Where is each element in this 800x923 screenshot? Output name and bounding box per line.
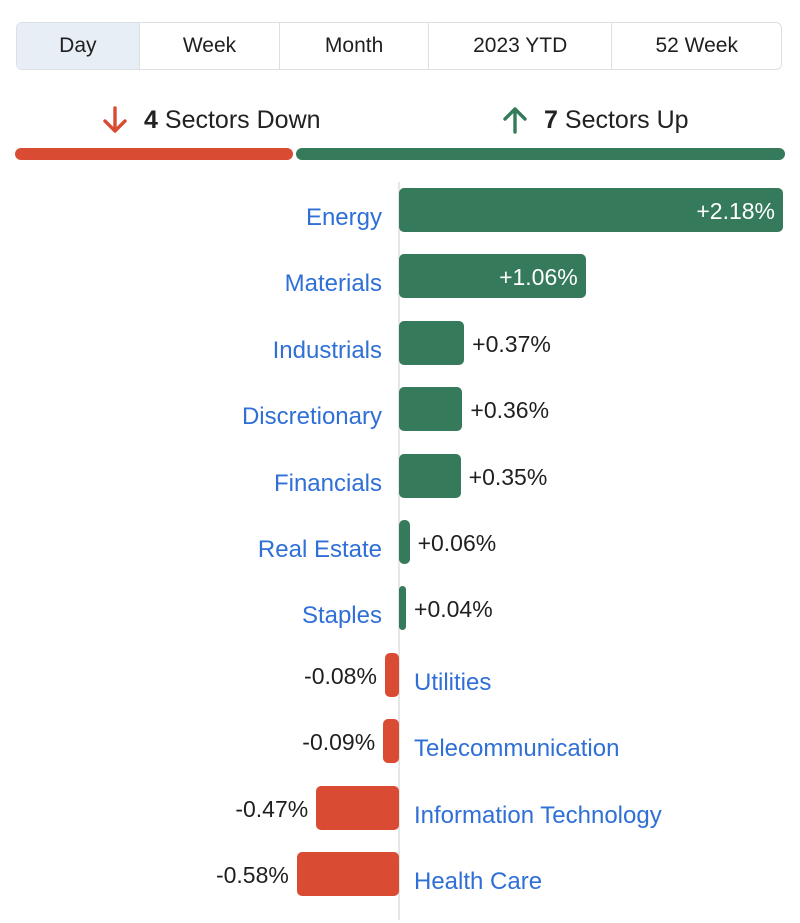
sector-label-staples[interactable]: Staples <box>301 602 382 630</box>
tab-day[interactable]: Day <box>17 23 140 69</box>
tab-week[interactable]: Week <box>140 23 281 69</box>
value-label-real-estate: +0.06% <box>417 530 497 556</box>
tab-52-week[interactable]: 52 Week <box>655 34 738 57</box>
bar-information-technology <box>316 785 399 830</box>
sectors-up-count: 7 <box>544 105 558 134</box>
arrow-up-icon <box>500 105 530 135</box>
bar-staples <box>399 586 407 631</box>
value-label-industrials: +0.37% <box>472 330 551 357</box>
value-label-information-technology: -0.47% <box>235 795 309 822</box>
bar-energy <box>399 188 783 232</box>
value-label-materials: +1.06% <box>499 264 578 291</box>
sector-label-energy[interactable]: Energy <box>305 204 382 231</box>
value-label-telecommunication: -0.09% <box>302 729 376 756</box>
bar-financials <box>399 453 461 498</box>
sector-label-information-technology[interactable]: Information Technology <box>414 801 662 829</box>
value-label-financials: +0.35% <box>468 463 548 490</box>
sector-label-telecommunication[interactable]: Telecommunication <box>414 735 620 763</box>
value-label-staples: +0.04% <box>414 596 493 623</box>
value-label-health-care: -0.58% <box>215 862 289 888</box>
bar-discretionary <box>399 387 463 432</box>
tab-2023-ytd[interactable]: 2023 YTD <box>429 23 613 69</box>
value-label-utilities: -0.08% <box>304 662 377 689</box>
sector-label-discretionary[interactable]: Discretionary <box>241 403 382 431</box>
sector-label-utilities[interactable]: Utilities <box>414 668 492 696</box>
sectors-down-bar <box>15 148 293 160</box>
sectors-down-count: 4 <box>144 105 158 134</box>
sectors-down-summary: 4 Sectors Down <box>100 100 321 140</box>
bar-utilities <box>384 652 399 697</box>
value-label-discretionary: +0.36% <box>470 397 550 424</box>
bar-real-estate <box>399 520 410 564</box>
sector-label-materials[interactable]: Materials <box>284 270 382 298</box>
sectors-up-bar <box>296 148 785 160</box>
bar-telecommunication <box>383 719 399 764</box>
sector-label-real-estate[interactable]: Real Estate <box>257 536 382 563</box>
bar-materials <box>399 254 586 299</box>
sector-label-health-care[interactable]: Health Care <box>414 868 543 895</box>
timeframe-tabs: Day Week Month 2023 YTD 52 Week <box>16 22 782 70</box>
value-label-energy: +2.18% <box>696 198 775 224</box>
bar-industrials <box>399 320 465 365</box>
sector-label-industrials[interactable]: Industrials <box>272 336 382 364</box>
sectors-up-text: Sectors Up <box>564 105 689 134</box>
tab-month[interactable]: Month <box>280 23 429 69</box>
sector-label-financials[interactable]: Financials <box>273 469 382 497</box>
bar-health-care <box>296 852 399 896</box>
sectors-up-summary: 7 Sectors Up <box>500 100 689 140</box>
sectors-down-text: Sectors Down <box>164 105 321 134</box>
arrow-down-icon <box>100 105 130 135</box>
